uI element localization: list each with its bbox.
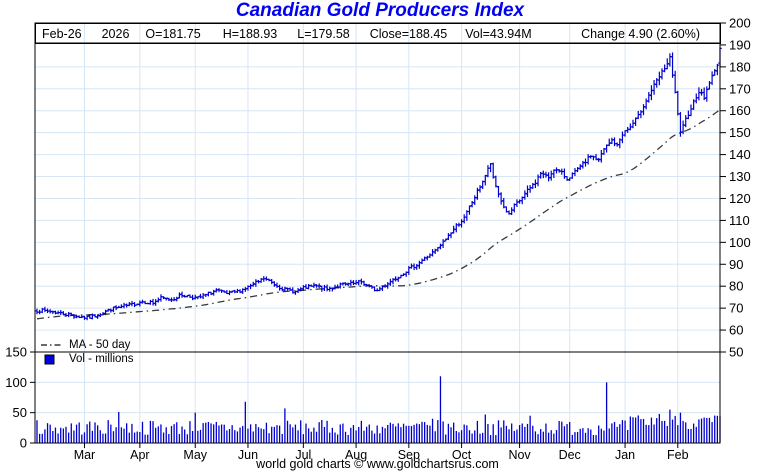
month-axis-labels: Mar Apr May Jun Jul Aug Sep Oct Nov Dec Jan Feb xyxy=(74,443,689,462)
svg-text:Feb: Feb xyxy=(667,448,689,462)
quote-volume: Vol=43.94M xyxy=(465,26,532,41)
svg-text:Aug: Aug xyxy=(345,448,367,462)
svg-text:80: 80 xyxy=(729,279,743,294)
legend-vol-label: Vol - millions xyxy=(69,353,134,365)
svg-text:Jan: Jan xyxy=(615,448,635,462)
svg-text:180: 180 xyxy=(729,59,751,74)
legend-vol-row: Vol - millions xyxy=(41,352,134,366)
footer-credit: world gold charts © www.goldchartsrus.co… xyxy=(256,457,499,471)
quote-low: L=179.58 xyxy=(297,26,350,41)
svg-text:160: 160 xyxy=(729,103,751,118)
legend-ma-label: MA - 50 day xyxy=(69,339,131,351)
svg-text:Jul: Jul xyxy=(295,448,311,462)
quote-change: Change 4.90 (2.60%) xyxy=(581,26,700,41)
volume-bars xyxy=(36,376,721,443)
svg-text:May: May xyxy=(183,448,207,462)
svg-text:Dec: Dec xyxy=(559,448,581,462)
chart-legend: MA - 50 day Vol - millions xyxy=(41,338,134,366)
ohlc-info-bar: Feb-26 2026 O=181.75 H=188.93 L=179.58 C… xyxy=(35,23,721,44)
svg-text:Mar: Mar xyxy=(74,448,96,462)
quote-close: Close=188.45 xyxy=(369,26,448,41)
svg-text:130: 130 xyxy=(729,169,751,184)
horizontal-gridlines xyxy=(35,66,720,414)
svg-text:Sep: Sep xyxy=(398,448,420,462)
svg-text:190: 190 xyxy=(729,37,751,52)
quote-date: Feb-26 xyxy=(42,26,82,41)
quote-open: O=181.75 xyxy=(145,26,201,41)
svg-text:140: 140 xyxy=(729,147,751,162)
svg-text:60: 60 xyxy=(729,323,743,338)
svg-text:120: 120 xyxy=(729,191,751,206)
quote-high: H=188.93 xyxy=(222,26,278,41)
vertical-gridlines xyxy=(83,23,679,443)
price-bars xyxy=(35,47,722,321)
svg-text:Oct: Oct xyxy=(452,448,472,462)
svg-text:150: 150 xyxy=(5,345,27,360)
legend-ma-row: MA - 50 day xyxy=(41,338,134,352)
page-title: Canadian Gold Producers Index xyxy=(235,0,525,21)
svg-text:Apr: Apr xyxy=(130,448,149,462)
svg-text:70: 70 xyxy=(729,301,743,316)
volume-axis-labels: 0 50 100 150 xyxy=(5,345,35,451)
svg-text:0: 0 xyxy=(20,436,27,451)
svg-text:50: 50 xyxy=(13,405,27,420)
svg-text:170: 170 xyxy=(729,81,751,96)
volume-square-icon xyxy=(41,354,61,365)
ma-50-line xyxy=(36,108,721,320)
price-axis-labels: 50 60 70 80 90 100 110 120 130 140 150 160 170 180 190… xyxy=(720,16,751,360)
quote-year: 2026 xyxy=(101,26,130,41)
svg-text:50: 50 xyxy=(729,345,743,360)
ma-line-sample-icon xyxy=(41,343,61,347)
svg-text:Nov: Nov xyxy=(508,448,531,462)
svg-text:200: 200 xyxy=(729,16,751,31)
chart-frame xyxy=(34,22,721,444)
svg-text:100: 100 xyxy=(5,375,27,390)
svg-text:Jun: Jun xyxy=(238,448,258,462)
svg-text:150: 150 xyxy=(729,125,751,140)
svg-text:90: 90 xyxy=(729,257,743,272)
svg-text:110: 110 xyxy=(729,213,750,228)
svg-text:100: 100 xyxy=(729,235,751,250)
